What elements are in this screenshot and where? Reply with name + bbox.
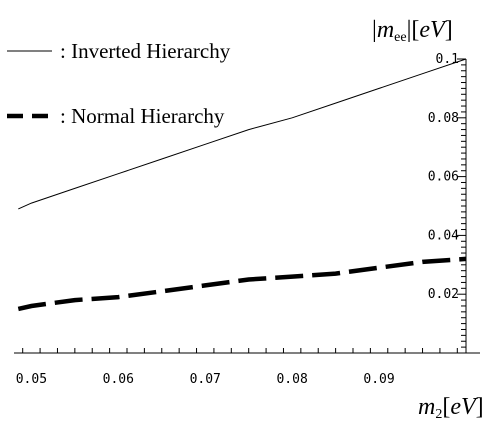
legend-label-normal: : Normal Hierarchy — [60, 104, 225, 128]
y-axis-label: |mee|[eV] — [372, 17, 453, 45]
x-tick-label: 0.06 — [103, 372, 134, 387]
series-normal-line — [17, 256, 467, 312]
series-inverted-line — [18, 58, 467, 210]
x-axis-label: m2[eV] — [418, 394, 484, 422]
plot-lines — [17, 58, 467, 312]
x-tick-label: 0.09 — [363, 372, 394, 387]
x-tick-label: 0.08 — [276, 372, 307, 387]
y-axis: 0.02 0.04 0.06 0.08 0.1 — [428, 52, 467, 353]
y-tick-label: 0.1 — [436, 52, 459, 67]
y-tick-label: 0.04 — [428, 228, 459, 243]
x-axis: 0.05 0.06 0.07 0.08 0.09 — [14, 348, 480, 387]
legend-label-inverted: : Inverted Hierarchy — [60, 39, 231, 63]
y-tick-label: 0.02 — [428, 287, 459, 302]
x-tick-label: 0.05 — [16, 372, 47, 387]
y-tick-label: 0.06 — [428, 170, 459, 185]
legend: : Inverted Hierarchy : Normal Hierarchy — [7, 39, 231, 128]
x-tick-label: 0.07 — [190, 372, 221, 387]
y-tick-label: 0.08 — [428, 111, 459, 126]
